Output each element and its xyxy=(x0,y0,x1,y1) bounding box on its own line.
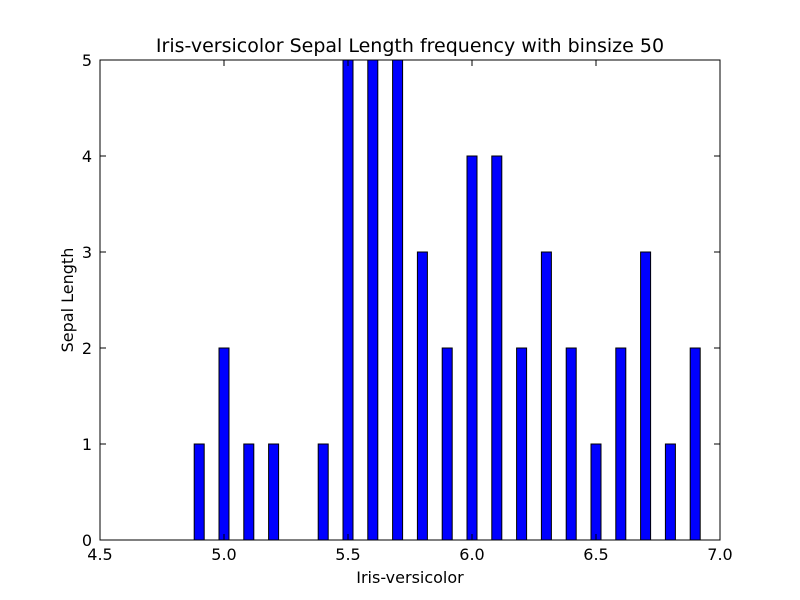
x-tick-label: 4.5 xyxy=(87,545,112,564)
histogram-bar xyxy=(392,59,404,541)
histogram-bar xyxy=(416,251,428,541)
histogram-bar xyxy=(491,155,503,541)
x-tick-label: 5.5 xyxy=(335,545,360,564)
y-axis-label: Sepal Length xyxy=(58,248,77,353)
histogram-bar xyxy=(615,347,627,541)
y-tick-label: 2 xyxy=(82,339,92,358)
x-tick-label: 6.5 xyxy=(583,545,608,564)
y-tick-label: 1 xyxy=(82,435,92,454)
histogram-bar xyxy=(441,347,453,541)
histogram-bar xyxy=(243,443,255,541)
y-tick-label: 0 xyxy=(82,531,92,550)
histogram-bar xyxy=(342,59,354,541)
y-tick-label: 5 xyxy=(82,51,92,70)
y-tick-label: 3 xyxy=(82,243,92,262)
histogram-bar xyxy=(466,155,478,541)
histogram-bar xyxy=(590,443,602,541)
histogram-bar xyxy=(516,347,528,541)
histogram-bar xyxy=(565,347,577,541)
histogram-bar xyxy=(193,443,205,541)
histogram-bar xyxy=(268,443,280,541)
x-tick-label: 5.0 xyxy=(211,545,236,564)
histogram-bar xyxy=(540,251,552,541)
ticks-group: 4.5 5.0 5.5 6.0 6.5 7.0 0 1 2 3 4 5 xyxy=(82,51,733,564)
chart-title: Iris-versicolor Sepal Length frequency w… xyxy=(156,35,664,57)
histogram-bar xyxy=(367,59,379,541)
histogram-bar xyxy=(317,443,329,541)
x-axis-label: Iris-versicolor xyxy=(356,568,464,587)
bars-group xyxy=(193,59,701,541)
histogram-bar xyxy=(689,347,701,541)
histogram-bar xyxy=(218,347,230,541)
x-tick-label: 6.0 xyxy=(459,545,484,564)
histogram-bar xyxy=(664,443,676,541)
histogram-bar xyxy=(640,251,652,541)
y-tick-label: 4 xyxy=(82,147,92,166)
plot-area-frame xyxy=(99,59,721,541)
x-tick-label: 7.0 xyxy=(707,545,732,564)
